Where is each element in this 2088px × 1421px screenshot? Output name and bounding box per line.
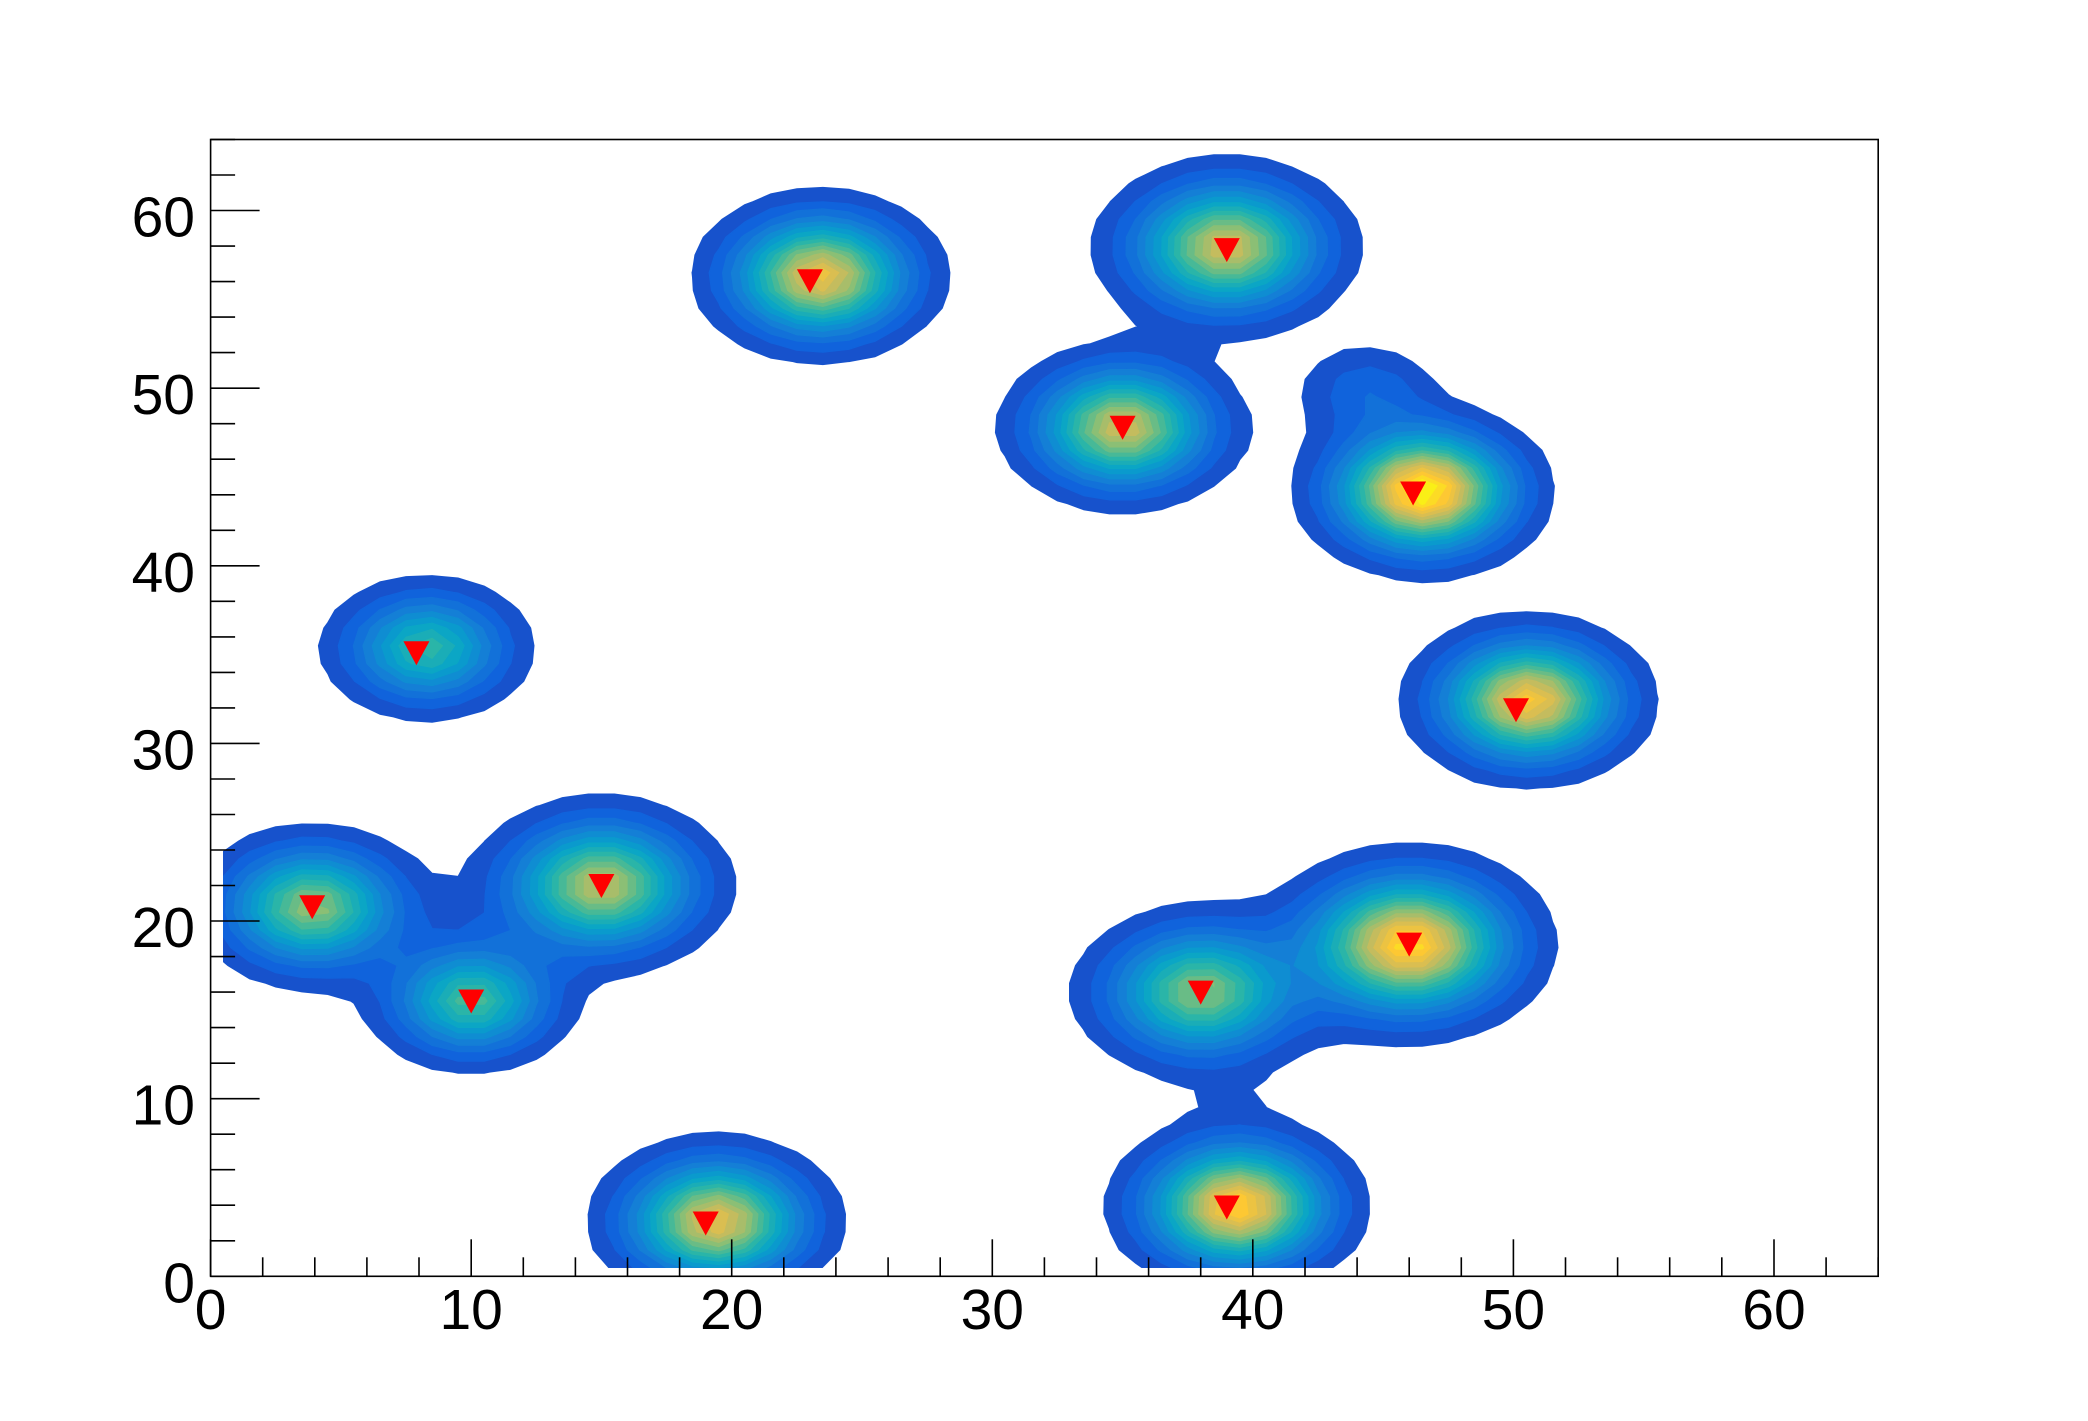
svg-text:20: 20 <box>700 1278 763 1342</box>
svg-text:0: 0 <box>163 1251 195 1315</box>
svg-text:10: 10 <box>132 1074 195 1138</box>
svg-text:10: 10 <box>439 1278 502 1342</box>
svg-text:60: 60 <box>1742 1278 1805 1342</box>
svg-text:30: 30 <box>961 1278 1024 1342</box>
svg-text:40: 40 <box>132 541 195 605</box>
svg-text:30: 30 <box>132 718 195 782</box>
svg-text:40: 40 <box>1221 1278 1284 1342</box>
svg-text:50: 50 <box>132 363 195 427</box>
svg-text:50: 50 <box>1482 1278 1545 1342</box>
svg-text:0: 0 <box>195 1278 227 1342</box>
svg-text:60: 60 <box>132 186 195 250</box>
svg-text:20: 20 <box>132 896 195 960</box>
